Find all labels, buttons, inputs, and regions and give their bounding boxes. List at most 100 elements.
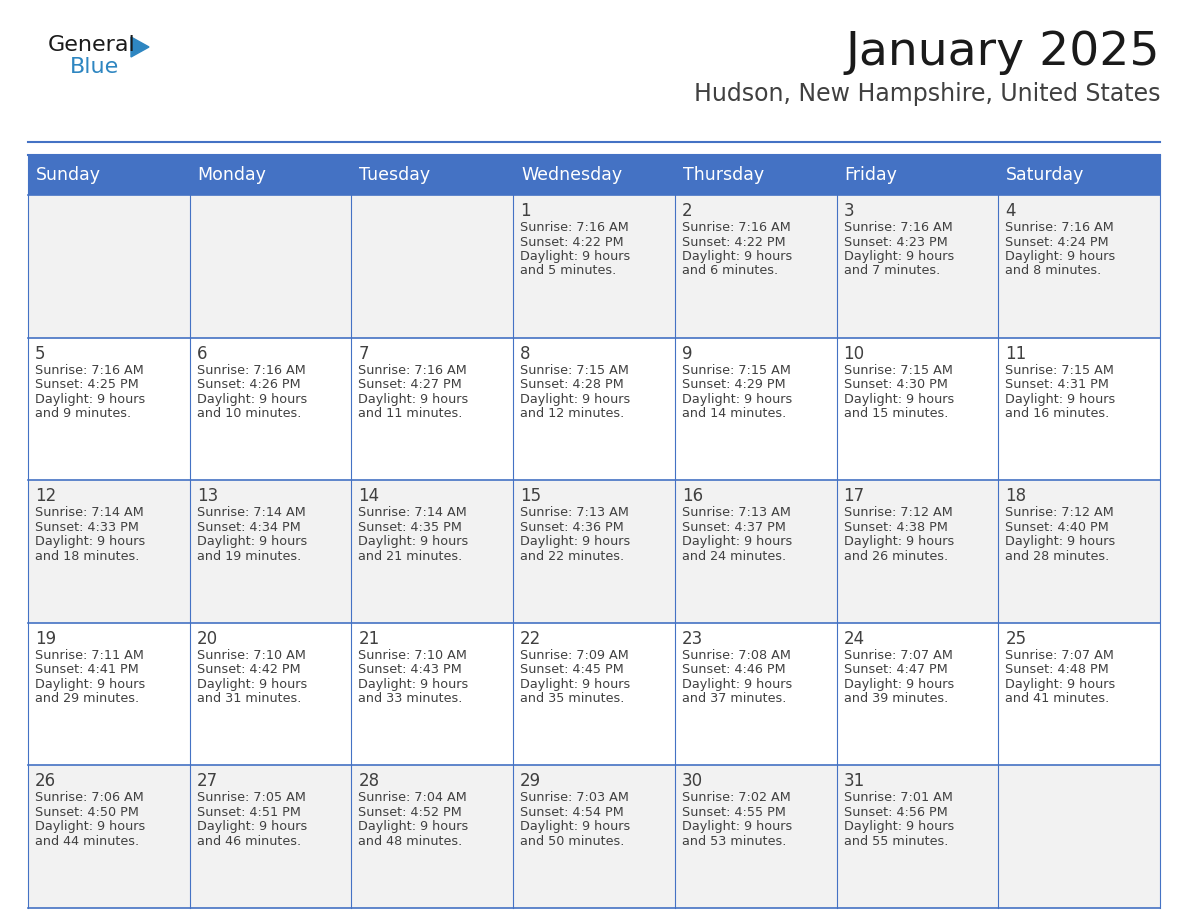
Text: Daylight: 9 hours: Daylight: 9 hours xyxy=(682,677,792,691)
Text: Sunrise: 7:15 AM: Sunrise: 7:15 AM xyxy=(682,364,791,376)
Text: 19: 19 xyxy=(34,630,56,648)
Text: Friday: Friday xyxy=(845,166,897,184)
Text: and 35 minutes.: and 35 minutes. xyxy=(520,692,625,705)
Text: Daylight: 9 hours: Daylight: 9 hours xyxy=(197,535,307,548)
Text: Monday: Monday xyxy=(197,166,266,184)
Text: Sunset: 4:47 PM: Sunset: 4:47 PM xyxy=(843,664,947,677)
Text: Sunrise: 7:11 AM: Sunrise: 7:11 AM xyxy=(34,649,144,662)
Text: 10: 10 xyxy=(843,344,865,363)
Text: Sunset: 4:45 PM: Sunset: 4:45 PM xyxy=(520,664,624,677)
Text: Thursday: Thursday xyxy=(683,166,764,184)
Text: Sunset: 4:29 PM: Sunset: 4:29 PM xyxy=(682,378,785,391)
Text: Sunset: 4:34 PM: Sunset: 4:34 PM xyxy=(197,521,301,533)
Text: General: General xyxy=(48,35,135,55)
Bar xyxy=(190,480,352,622)
Text: and 5 minutes.: and 5 minutes. xyxy=(520,264,617,277)
Polygon shape xyxy=(131,37,148,57)
Text: Sunset: 4:42 PM: Sunset: 4:42 PM xyxy=(197,664,301,677)
Bar xyxy=(190,338,352,480)
Text: and 33 minutes.: and 33 minutes. xyxy=(359,692,463,705)
Text: Sunrise: 7:16 AM: Sunrise: 7:16 AM xyxy=(520,221,628,234)
Text: and 6 minutes.: and 6 minutes. xyxy=(682,264,778,277)
Text: Sunset: 4:23 PM: Sunset: 4:23 PM xyxy=(843,236,947,249)
Text: Daylight: 9 hours: Daylight: 9 hours xyxy=(197,677,307,691)
Text: Daylight: 9 hours: Daylight: 9 hours xyxy=(520,677,631,691)
Text: and 48 minutes.: and 48 minutes. xyxy=(359,834,462,848)
Text: Sunrise: 7:05 AM: Sunrise: 7:05 AM xyxy=(197,791,305,804)
Text: Sunset: 4:22 PM: Sunset: 4:22 PM xyxy=(520,236,624,249)
Text: Sunrise: 7:16 AM: Sunrise: 7:16 AM xyxy=(843,221,953,234)
Text: Sunset: 4:41 PM: Sunset: 4:41 PM xyxy=(34,664,139,677)
Text: Daylight: 9 hours: Daylight: 9 hours xyxy=(359,677,469,691)
Text: Sunset: 4:33 PM: Sunset: 4:33 PM xyxy=(34,521,139,533)
Text: and 22 minutes.: and 22 minutes. xyxy=(520,550,624,563)
Text: 4: 4 xyxy=(1005,202,1016,220)
Text: Daylight: 9 hours: Daylight: 9 hours xyxy=(34,821,145,834)
Text: Sunrise: 7:07 AM: Sunrise: 7:07 AM xyxy=(1005,649,1114,662)
Text: Sunrise: 7:14 AM: Sunrise: 7:14 AM xyxy=(34,506,144,520)
Text: Daylight: 9 hours: Daylight: 9 hours xyxy=(1005,250,1116,263)
Text: Sunset: 4:51 PM: Sunset: 4:51 PM xyxy=(197,806,301,819)
Text: Daylight: 9 hours: Daylight: 9 hours xyxy=(359,821,469,834)
Text: Sunrise: 7:10 AM: Sunrise: 7:10 AM xyxy=(197,649,305,662)
Text: Sunset: 4:36 PM: Sunset: 4:36 PM xyxy=(520,521,624,533)
Text: and 53 minutes.: and 53 minutes. xyxy=(682,834,786,848)
Text: Daylight: 9 hours: Daylight: 9 hours xyxy=(843,535,954,548)
Text: and 28 minutes.: and 28 minutes. xyxy=(1005,550,1110,563)
Text: Wednesday: Wednesday xyxy=(522,166,623,184)
Text: Sunrise: 7:06 AM: Sunrise: 7:06 AM xyxy=(34,791,144,804)
Text: Sunrise: 7:16 AM: Sunrise: 7:16 AM xyxy=(197,364,305,376)
Text: Daylight: 9 hours: Daylight: 9 hours xyxy=(843,821,954,834)
Text: Sunset: 4:43 PM: Sunset: 4:43 PM xyxy=(359,664,462,677)
Text: Hudson, New Hampshire, United States: Hudson, New Hampshire, United States xyxy=(694,82,1159,106)
Text: Sunday: Sunday xyxy=(36,166,101,184)
Text: 27: 27 xyxy=(197,772,217,790)
Bar xyxy=(513,622,675,766)
Text: Sunset: 4:46 PM: Sunset: 4:46 PM xyxy=(682,664,785,677)
Text: and 7 minutes.: and 7 minutes. xyxy=(843,264,940,277)
Bar xyxy=(675,195,836,338)
Bar xyxy=(29,480,190,622)
Text: Sunset: 4:25 PM: Sunset: 4:25 PM xyxy=(34,378,139,391)
Bar xyxy=(29,155,190,195)
Bar xyxy=(513,766,675,908)
Bar xyxy=(352,622,513,766)
Text: 21: 21 xyxy=(359,630,380,648)
Bar xyxy=(836,155,998,195)
Bar xyxy=(998,622,1159,766)
Text: Daylight: 9 hours: Daylight: 9 hours xyxy=(682,250,792,263)
Text: 11: 11 xyxy=(1005,344,1026,363)
Text: Sunset: 4:24 PM: Sunset: 4:24 PM xyxy=(1005,236,1108,249)
Text: Daylight: 9 hours: Daylight: 9 hours xyxy=(843,677,954,691)
Bar xyxy=(29,766,190,908)
Text: 9: 9 xyxy=(682,344,693,363)
Bar xyxy=(513,155,675,195)
Text: 17: 17 xyxy=(843,487,865,505)
Text: Sunset: 4:26 PM: Sunset: 4:26 PM xyxy=(197,378,301,391)
Bar xyxy=(29,195,190,338)
Text: 25: 25 xyxy=(1005,630,1026,648)
Text: 24: 24 xyxy=(843,630,865,648)
Text: Sunrise: 7:16 AM: Sunrise: 7:16 AM xyxy=(359,364,467,376)
Text: 8: 8 xyxy=(520,344,531,363)
Text: Sunset: 4:38 PM: Sunset: 4:38 PM xyxy=(843,521,948,533)
Text: Sunrise: 7:14 AM: Sunrise: 7:14 AM xyxy=(197,506,305,520)
Text: and 14 minutes.: and 14 minutes. xyxy=(682,407,786,420)
Text: Daylight: 9 hours: Daylight: 9 hours xyxy=(520,535,631,548)
Text: 23: 23 xyxy=(682,630,703,648)
Text: Daylight: 9 hours: Daylight: 9 hours xyxy=(520,250,631,263)
Text: 6: 6 xyxy=(197,344,207,363)
Text: Sunrise: 7:16 AM: Sunrise: 7:16 AM xyxy=(34,364,144,376)
Text: Sunset: 4:54 PM: Sunset: 4:54 PM xyxy=(520,806,624,819)
Text: and 46 minutes.: and 46 minutes. xyxy=(197,834,301,848)
Text: 1: 1 xyxy=(520,202,531,220)
Text: Sunset: 4:40 PM: Sunset: 4:40 PM xyxy=(1005,521,1110,533)
Text: Sunrise: 7:14 AM: Sunrise: 7:14 AM xyxy=(359,506,467,520)
Text: Sunrise: 7:15 AM: Sunrise: 7:15 AM xyxy=(843,364,953,376)
Bar xyxy=(836,480,998,622)
Text: and 21 minutes.: and 21 minutes. xyxy=(359,550,462,563)
Text: and 9 minutes.: and 9 minutes. xyxy=(34,407,131,420)
Bar xyxy=(352,766,513,908)
Text: Daylight: 9 hours: Daylight: 9 hours xyxy=(359,393,469,406)
Text: 12: 12 xyxy=(34,487,56,505)
